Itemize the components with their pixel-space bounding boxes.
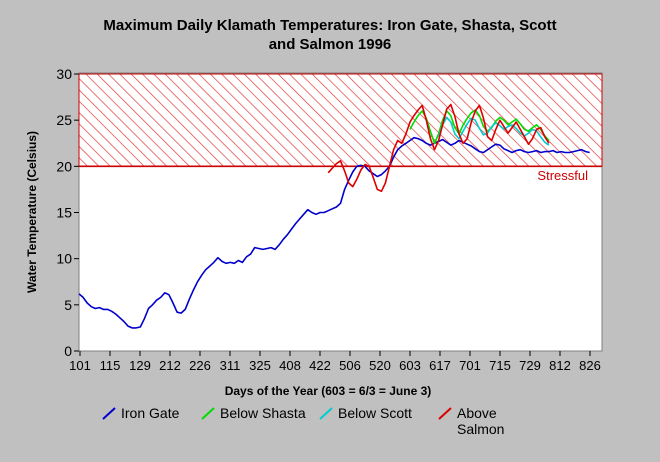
- y-tick-label: 0: [64, 343, 72, 359]
- legend-swatch-1: [201, 407, 215, 420]
- y-tick-label: 20: [56, 158, 72, 174]
- x-tick-label: 115: [100, 358, 121, 373]
- y-axis-ticks: 0 5 10 15 20 25 30: [56, 66, 79, 359]
- legend-swatch-0: [102, 407, 116, 420]
- legend-label-3: Salmon: [457, 421, 504, 437]
- x-tick-label: 325: [249, 358, 271, 373]
- x-tick-label: 715: [489, 358, 511, 373]
- stressful-label: Stressful: [537, 168, 588, 183]
- x-axis-label: Days of the Year (603 = 6/3 = June 3): [225, 384, 432, 398]
- x-tick-label: 826: [579, 358, 601, 373]
- x-tick-label: 520: [369, 358, 391, 373]
- x-tick-label: 212: [159, 358, 181, 373]
- x-axis-ticks: 101 115 129 212 226 311 325 408 422 506 520 603 617 7…: [69, 351, 601, 373]
- series-line-2: [437, 116, 550, 146]
- x-tick-label: 701: [459, 358, 481, 373]
- x-tick-label: 101: [69, 358, 91, 373]
- y-axis-label: Water Temperature (Celsius): [25, 131, 39, 293]
- y-tick-label: 30: [56, 66, 72, 82]
- x-tick-label: 408: [279, 358, 301, 373]
- y-tick-label: 10: [56, 251, 72, 267]
- x-tick-label: 422: [309, 358, 331, 373]
- x-tick-label: 729: [519, 358, 541, 373]
- x-tick-label: 617: [429, 358, 451, 373]
- series-line-0: [78, 136, 590, 329]
- x-tick-label: 311: [220, 358, 241, 373]
- legend-label-0: Iron Gate: [121, 405, 180, 421]
- legend-swatch-2: [319, 407, 333, 420]
- y-tick-label: 15: [56, 205, 72, 221]
- legend: Iron Gate Below Shasta Below Scott AboveSal…: [102, 405, 504, 437]
- x-tick-label: 506: [339, 358, 361, 373]
- series-lines: [78, 103, 602, 329]
- legend-label-3: Above: [457, 405, 497, 421]
- chart-title-line2: and Salmon 1996: [269, 36, 392, 53]
- chart-title-line1: Maximum Daily Klamath Temperatures: Iron…: [103, 17, 556, 34]
- legend-label-2: Below Scott: [338, 405, 412, 421]
- x-tick-label: 226: [189, 358, 211, 373]
- x-tick-label: 812: [549, 358, 571, 373]
- y-tick-label: 25: [56, 112, 72, 128]
- x-tick-label: 129: [129, 358, 151, 373]
- legend-swatch-3: [438, 407, 452, 420]
- series-line-1: [409, 109, 550, 145]
- x-tick-label: 603: [399, 358, 421, 373]
- y-tick-label: 5: [64, 297, 72, 313]
- stressful-zone: [79, 74, 602, 166]
- legend-label-1: Below Shasta: [220, 405, 306, 421]
- series-line-3: [327, 103, 550, 193]
